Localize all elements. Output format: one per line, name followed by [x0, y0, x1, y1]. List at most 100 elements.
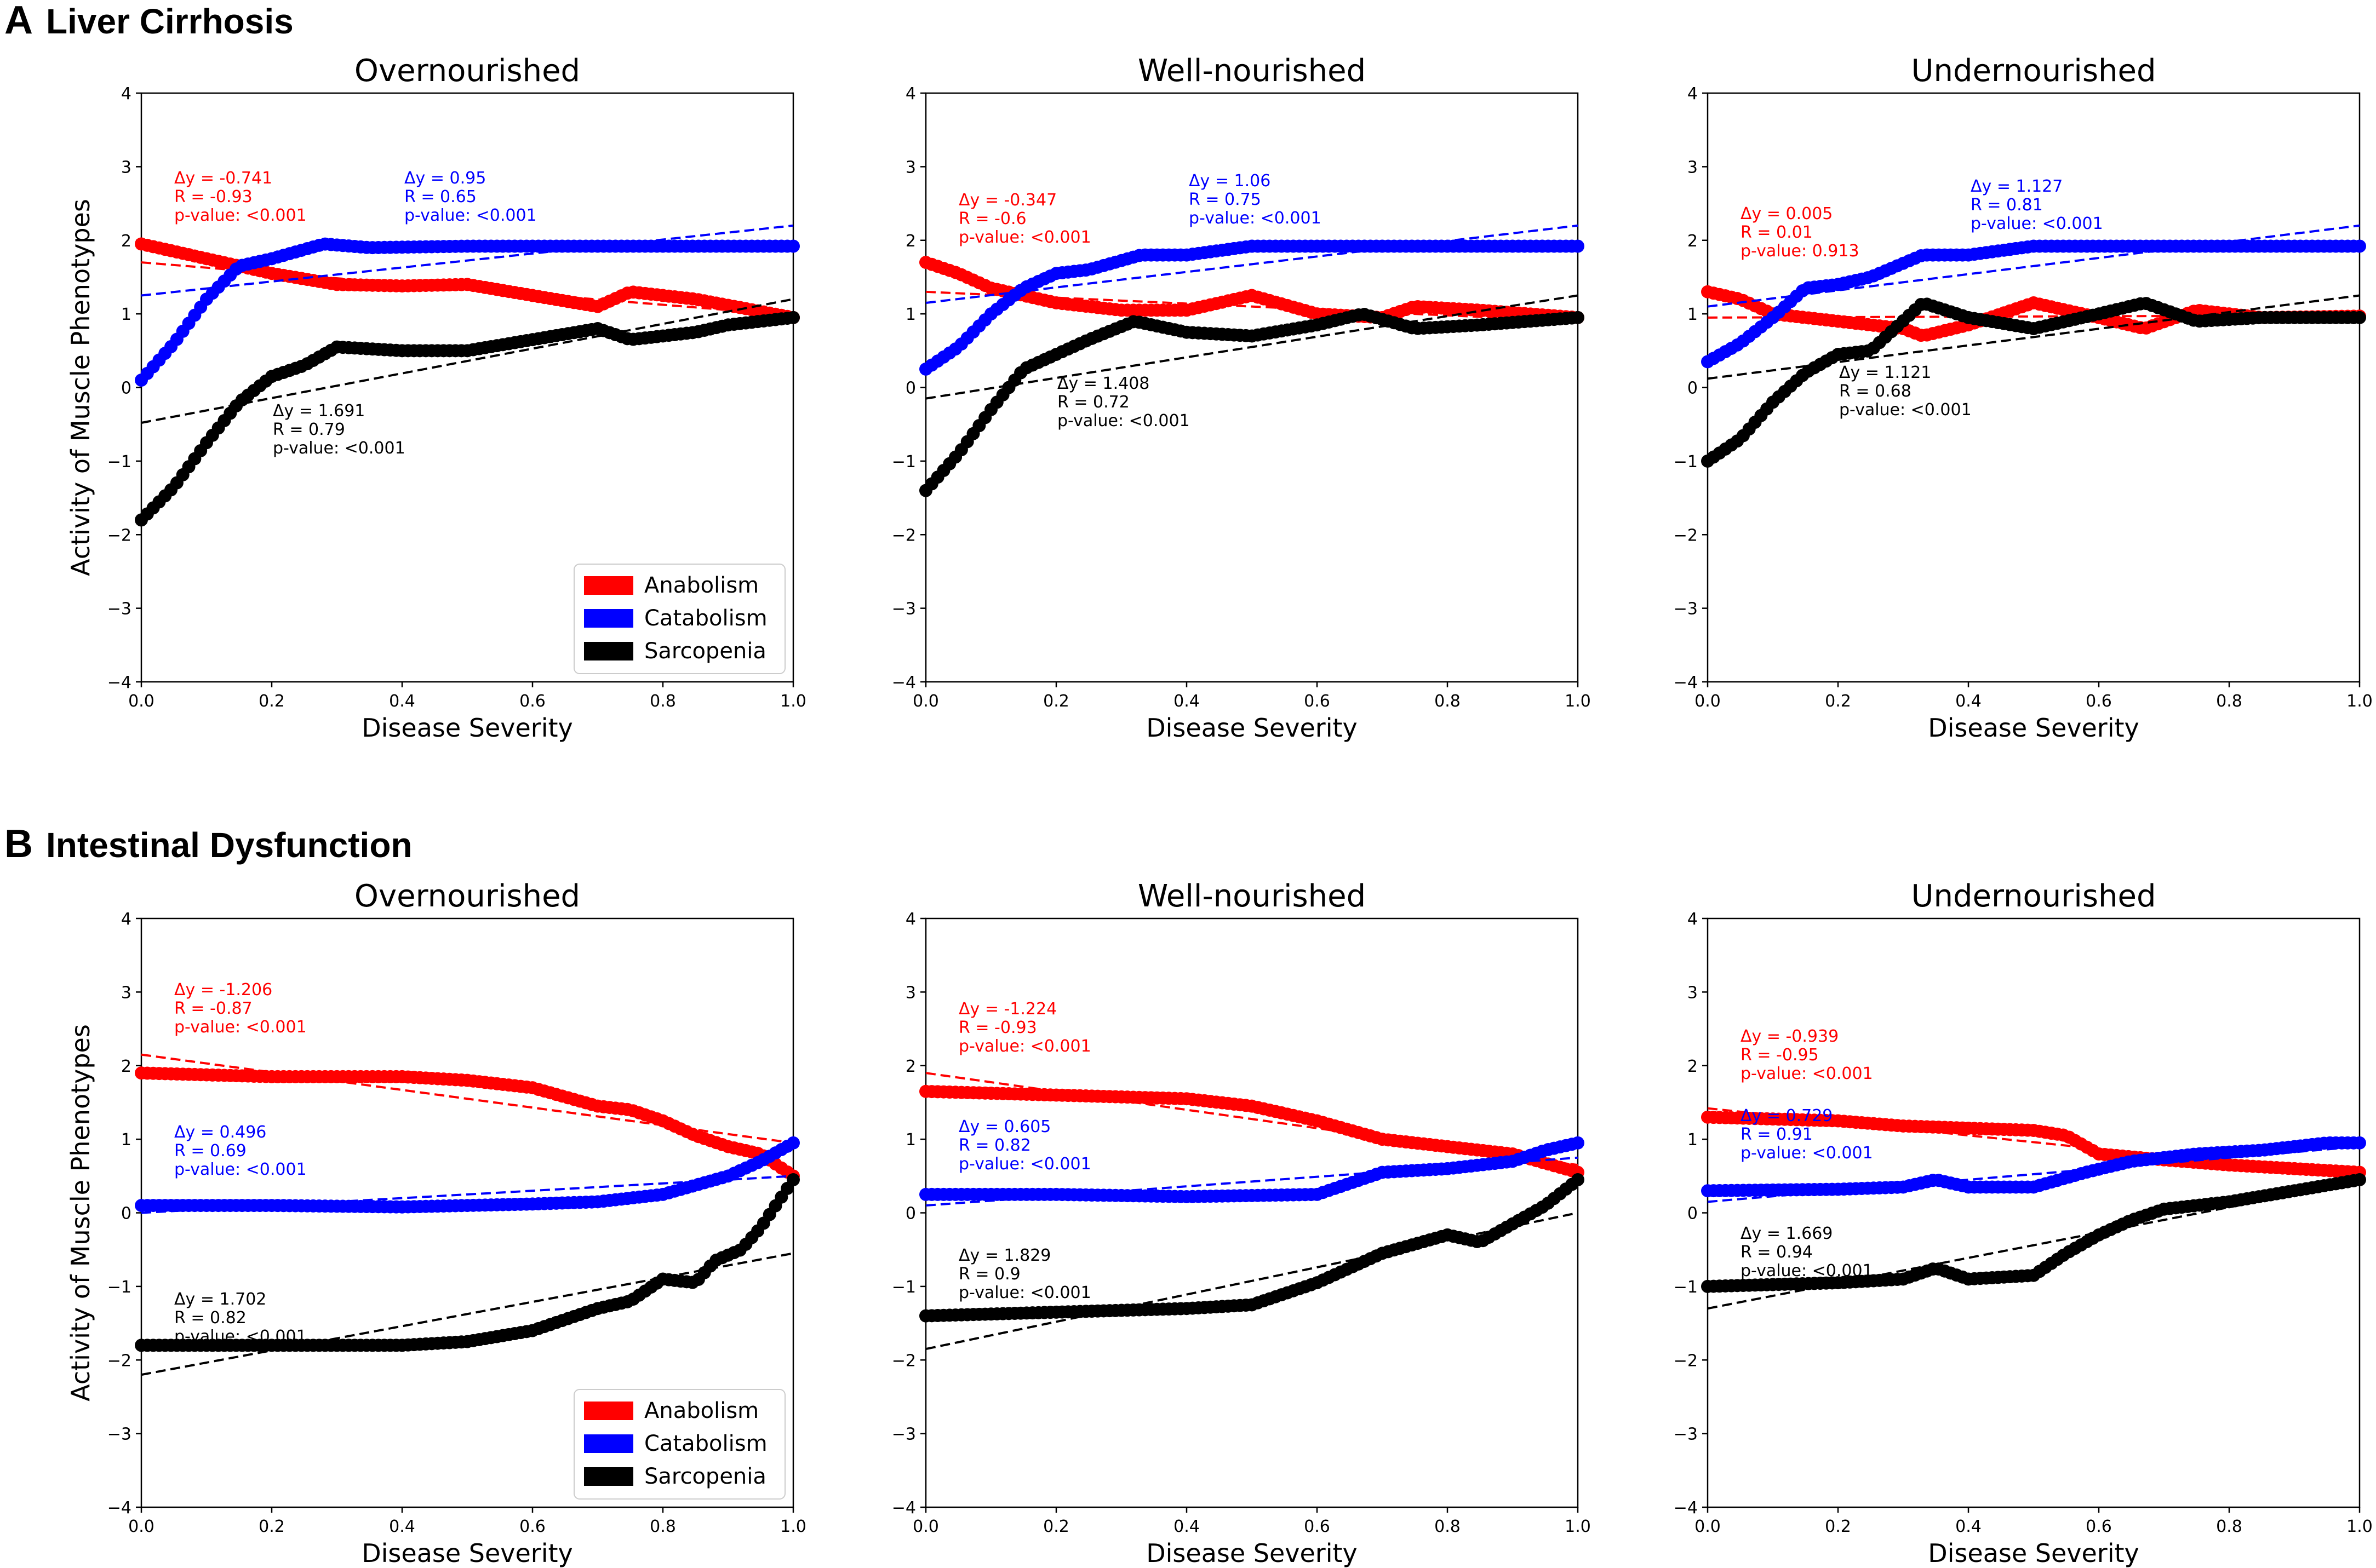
y-tick-label: 3	[1687, 158, 1698, 177]
panel-a-label: A Liver Cirrhosis	[4, 0, 294, 43]
x-tick-label: 0.2	[1825, 692, 1851, 711]
y-tick-label: −3	[892, 600, 916, 619]
catabolism-annotation: Δy = 0.496	[174, 1123, 266, 1142]
y-tick-label: 1	[121, 1130, 131, 1150]
x-tick-label: 0.6	[519, 692, 546, 711]
y-tick-label: −4	[892, 673, 916, 692]
x-tick-label: 0.8	[1434, 692, 1461, 711]
sarcopenia-annotation: Δy = 1.669	[1741, 1224, 1833, 1243]
anabolism-annotation: R = 0.01	[1741, 223, 1813, 242]
y-tick-label: −2	[892, 526, 916, 545]
catabolism-annotation: p-value: <0.001	[959, 1155, 1091, 1174]
y-tick-label: 0	[121, 1204, 131, 1224]
y-tick-label: −2	[107, 526, 131, 545]
catabolism-annotation: R = 0.69	[174, 1141, 247, 1161]
x-tick-label: 0.0	[1694, 692, 1721, 711]
chart-title: Well-nourished	[1138, 53, 1366, 89]
anabolism-annotation: R = -0.95	[1741, 1046, 1819, 1065]
catabolism-annotation: p-value: <0.001	[1741, 1144, 1873, 1163]
catabolism-point	[787, 1136, 800, 1150]
y-tick-label: 0	[1687, 1204, 1698, 1224]
x-tick-label: 1.0	[1565, 1517, 1591, 1536]
y-tick-label: 4	[121, 84, 131, 104]
x-tick-label: 0.6	[519, 1517, 546, 1536]
y-tick-label: 1	[906, 305, 916, 324]
anabolism-annotation: p-value: <0.001	[959, 228, 1091, 247]
catabolism-annotation: Δy = 0.605	[959, 1117, 1051, 1136]
x-tick-label: 0.8	[2216, 1517, 2242, 1536]
anabolism-annotation: Δy = -1.224	[959, 1000, 1057, 1019]
y-tick-label: 3	[121, 983, 131, 1002]
legend-swatch	[584, 576, 633, 595]
x-tick-label: 1.0	[780, 1517, 806, 1536]
y-tick-label: −2	[1674, 526, 1698, 545]
sarcopenia-point	[1571, 1173, 1584, 1187]
legend-swatch	[584, 642, 633, 660]
anabolism-fit-line	[925, 1072, 1578, 1167]
x-axis-label: Disease Severity	[1146, 713, 1358, 743]
x-tick-label: 0.2	[1825, 1517, 1851, 1536]
y-tick-label: 1	[1687, 305, 1698, 324]
x-tick-label: 0.0	[128, 1517, 154, 1536]
x-axis-label: Disease Severity	[1928, 713, 2139, 743]
sarcopenia-annotation: p-value: <0.001	[273, 439, 405, 458]
y-tick-label: 2	[121, 1057, 131, 1076]
x-tick-label: 0.4	[1173, 1517, 1200, 1536]
x-axis-label: Disease Severity	[362, 1538, 573, 1568]
anabolism-fit-line	[141, 1053, 794, 1144]
chart-b-undernourished: Undernourished −4 −3 −2 −1 0 1 2 3 4 0.0 0.2 0.4 0.6 0…	[1674, 878, 2373, 1568]
sarcopenia-fit-line	[925, 294, 1578, 400]
y-tick-label: −4	[892, 1498, 916, 1518]
x-tick-label: 0.2	[259, 1517, 285, 1536]
y-tick-label: −3	[892, 1425, 916, 1444]
sarcopenia-annotation: R = 0.9	[959, 1265, 1021, 1284]
sarcopenia-annotation: p-value: <0.001	[1741, 1261, 1873, 1280]
x-tick-label: 0.4	[1173, 692, 1200, 711]
anabolism-annotation: Δy = -0.741	[174, 169, 272, 188]
x-tick-label: 1.0	[2346, 1517, 2373, 1536]
catabolism-fit-line	[1707, 224, 2360, 308]
y-tick-label: −1	[107, 1278, 131, 1297]
y-tick-label: −1	[1674, 1278, 1698, 1297]
sarcopenia-annotation: p-value: <0.001	[174, 1327, 307, 1346]
catabolism-annotation: Δy = 0.729	[1741, 1106, 1833, 1125]
catabolism-fit-line	[1707, 1145, 2360, 1203]
legend-label: Catabolism	[644, 1431, 768, 1456]
catabolism-fit-line	[141, 1175, 794, 1214]
catabolism-annotation: p-value: <0.001	[1189, 209, 1321, 228]
x-tick-label: 0.2	[259, 692, 285, 711]
y-tick-label: −3	[1674, 600, 1698, 619]
x-tick-label: 1.0	[780, 692, 806, 711]
y-tick-label: −4	[107, 673, 131, 692]
x-tick-label: 0.8	[650, 1517, 676, 1536]
y-tick-label: 2	[1687, 232, 1698, 251]
sarcopenia-fit-line	[1707, 1181, 2360, 1310]
y-tick-label: 0	[906, 1204, 916, 1224]
catabolism-fit-line	[925, 1156, 1578, 1207]
y-tick-label: 4	[906, 910, 916, 929]
y-axis-label: Activity of Muscle Phenotypes	[66, 1024, 95, 1402]
sarcopenia-annotation: R = 0.68	[1839, 382, 1911, 401]
y-tick-label: −1	[107, 452, 131, 472]
y-tick-label: 2	[121, 232, 131, 251]
anabolism-fit-line	[925, 290, 1578, 323]
catabolism-annotation: p-value: <0.001	[404, 206, 537, 225]
catabolism-point	[2353, 239, 2366, 253]
y-tick-label: −1	[892, 1278, 916, 1297]
catabolism-annotation: R = 0.81	[1971, 196, 2043, 215]
panel-a-letter: A	[4, 0, 33, 42]
anabolism-annotation: R = -0.93	[959, 1018, 1037, 1037]
x-tick-label: 0.0	[1694, 1517, 1721, 1536]
x-tick-label: 0.6	[1304, 1517, 1330, 1536]
x-axis-label: Disease Severity	[1146, 1538, 1358, 1568]
y-tick-label: 1	[906, 1130, 916, 1150]
sarcopenia-point	[2353, 311, 2366, 324]
sarcopenia-fit-line	[1707, 294, 2360, 380]
anabolism-annotation: p-value: <0.001	[1741, 1064, 1873, 1083]
anabolism-annotation: p-value: 0.913	[1741, 242, 1859, 261]
anabolism-annotation: p-value: <0.001	[959, 1037, 1091, 1056]
